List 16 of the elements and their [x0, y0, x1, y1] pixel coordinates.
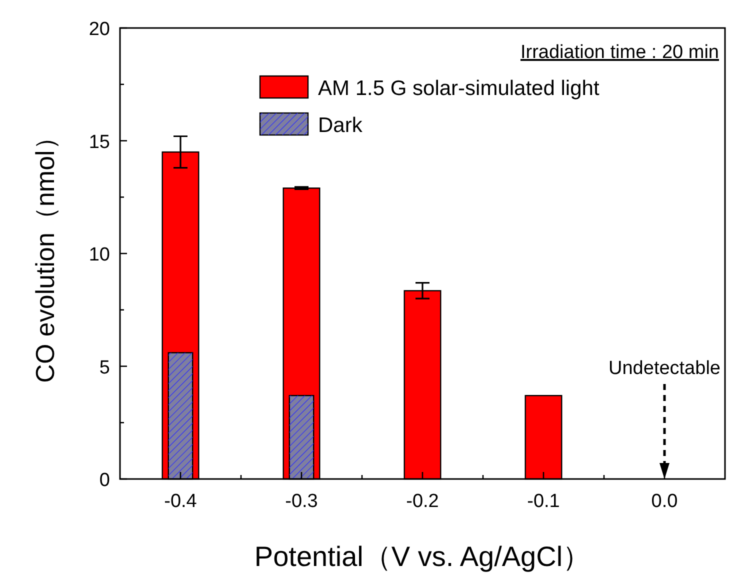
x-tick-label: -0.1 [527, 491, 560, 512]
legend-label: Dark [318, 114, 363, 137]
y-tick-label: 15 [88, 132, 110, 153]
legend-label: AM 1.5 G solar-simulated light [318, 77, 600, 100]
annotation: Undetectable [608, 358, 720, 379]
x-tick-label: -0.4 [164, 491, 198, 512]
y-tick-label: 10 [88, 244, 110, 266]
y-axis-title: CO evolution（nmol） [30, 124, 60, 383]
x-tick-label: 0.0 [651, 491, 678, 512]
annotation: Irradiation time : 20 min [520, 42, 719, 63]
y-tick-label: 20 [88, 19, 110, 40]
x-tick-label: -0.3 [285, 491, 318, 512]
x-axis-title: Potential（V vs. Ag/AgCl） [254, 541, 591, 572]
y-tick-label: 5 [99, 357, 110, 378]
y-tick-label: 0 [99, 470, 110, 491]
x-tick-label: -0.2 [406, 491, 439, 512]
